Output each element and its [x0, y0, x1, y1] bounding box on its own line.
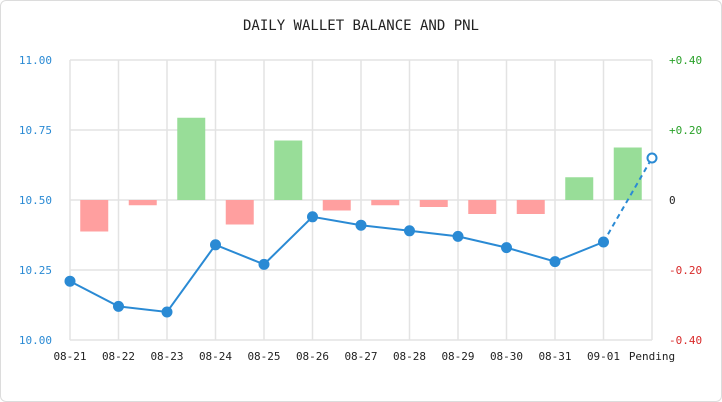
balance-point-08-23	[161, 306, 173, 318]
y-left-tick-label: 10.75	[19, 124, 52, 137]
pnl-bar-08-30	[516, 200, 545, 214]
balance-point-08-31	[549, 256, 561, 268]
pnl-bar-08-25	[274, 140, 303, 200]
x-tick-label: 08-24	[199, 350, 232, 363]
balance-point-08-21	[64, 275, 76, 287]
x-tick-label: 09-01	[587, 350, 620, 363]
balance-line-pending	[602, 157, 653, 243]
balance-point-08-22	[113, 300, 124, 312]
balance-point-08-28	[404, 225, 415, 237]
y-left-tick-label: 10.50	[19, 194, 52, 207]
balance-point-08-27	[355, 219, 367, 231]
x-tick-label: 08-22	[102, 350, 135, 363]
x-tick-label: 08-27	[344, 350, 377, 363]
balance-point-08-25	[258, 258, 270, 270]
y-right-tick-label: -0.40	[669, 334, 702, 347]
x-tick-label: Pending	[629, 350, 675, 363]
x-tick-label: 08-23	[150, 350, 183, 363]
pnl-bar-08-29	[468, 200, 497, 214]
x-tick-label: 08-21	[53, 350, 86, 363]
pnl-bar-08-22	[128, 200, 157, 206]
y-right-tick-label: -0.20	[669, 264, 702, 277]
y-axis-right-ticks: -0.40 -0.20 0 +0.20 +0.40	[669, 54, 702, 347]
x-axis-ticks: 08-21 08-22 08-23 08-24 08-25 08-26 08-27 08-28…	[53, 350, 675, 363]
grid-layer	[69, 59, 653, 341]
balance-point-08-26	[307, 211, 318, 223]
y-left-tick-label: 11.00	[19, 54, 52, 67]
y-left-tick-label: 10.25	[19, 264, 52, 277]
pnl-bar-08-21	[80, 200, 109, 232]
point-layer	[64, 152, 658, 318]
x-tick-label: 08-25	[247, 350, 280, 363]
pnl-bar-08-24	[225, 200, 254, 225]
x-tick-label: 08-31	[538, 350, 571, 363]
y-axis-left-ticks: 10.00 10.25 10.50 10.75 11.00	[19, 54, 52, 347]
bar-layer	[80, 117, 642, 232]
balance-line	[69, 215, 604, 314]
pnl-bar-08-31	[565, 177, 594, 200]
x-tick-label: 08-28	[393, 350, 426, 363]
x-tick-label: 08-30	[490, 350, 523, 363]
chart-title: DAILY WALLET BALANCE AND PNL	[243, 18, 479, 34]
line-layer	[69, 157, 653, 314]
y-left-tick-label: 10.00	[19, 334, 52, 347]
pnl-bar-08-27	[371, 200, 400, 206]
y-right-tick-label: 0	[669, 194, 676, 207]
pnl-bar-09-01	[613, 147, 642, 200]
pnl-bar-08-28	[419, 200, 448, 207]
balance-point-09-01	[598, 236, 609, 248]
balance-point-08-24	[210, 239, 221, 251]
balance-point-08-30	[501, 242, 512, 254]
x-tick-label: 08-29	[441, 350, 474, 363]
y-right-tick-label: +0.40	[669, 54, 702, 67]
x-tick-label: 08-26	[296, 350, 329, 363]
pnl-bar-08-23	[177, 117, 206, 200]
y-right-tick-label: +0.20	[669, 124, 702, 137]
balance-point-pending	[646, 152, 658, 164]
balance-point-08-29	[452, 230, 464, 242]
pnl-bar-08-26	[322, 200, 351, 211]
